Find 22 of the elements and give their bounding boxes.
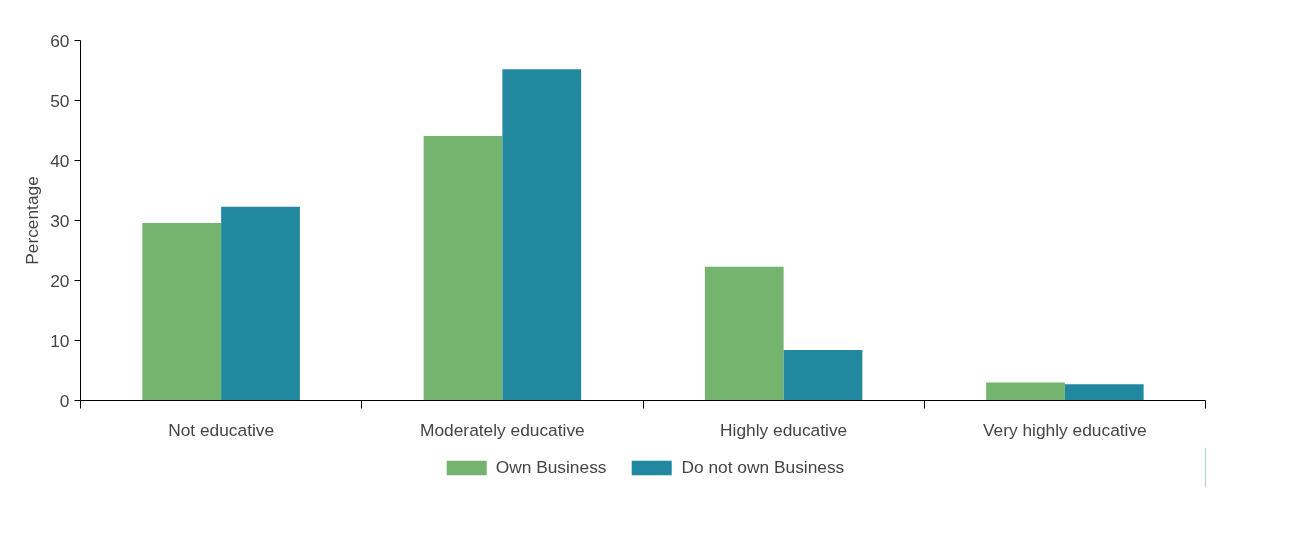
bar (221, 206, 300, 401)
y-tick-label: 60 (50, 30, 70, 51)
legend-label: Own Business (495, 456, 607, 478)
bar (502, 69, 582, 401)
y-tick-label: 40 (50, 150, 70, 171)
y-tick-label: 50 (50, 90, 70, 111)
y-tick-label: 0 (59, 390, 70, 411)
y-tick-label: 10 (50, 330, 70, 351)
bar (1064, 384, 1144, 401)
bar (423, 135, 503, 401)
y-tick-label: 30 (50, 210, 70, 231)
x-tick-label: Not educative (168, 419, 275, 440)
bar (704, 266, 784, 401)
x-tick-label: Highly educative (720, 419, 848, 440)
y-tick-label: 20 (50, 270, 70, 291)
y-axis-title: Percentage (22, 176, 43, 265)
bar (142, 222, 222, 401)
x-tick-label: Very highly educative (983, 419, 1147, 440)
bar (783, 350, 863, 401)
x-tick-label: Moderately educative (420, 419, 585, 440)
legend-label: Do not own Business (681, 456, 845, 478)
bar (986, 382, 1065, 401)
